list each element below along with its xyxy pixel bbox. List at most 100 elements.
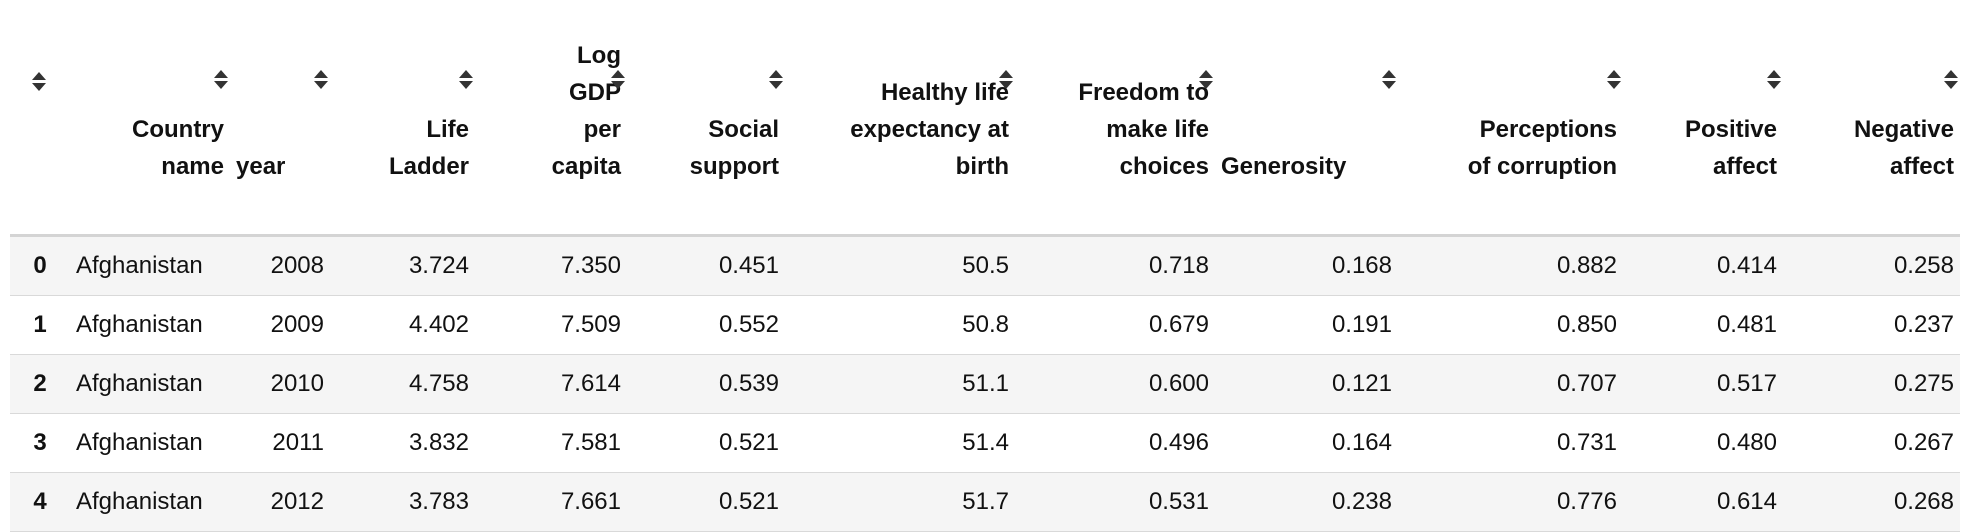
log-gdp-cell: 7.661 (475, 472, 627, 532)
column-header-label: Life Ladder (388, 116, 469, 180)
social-support-cell: 0.521 (627, 413, 785, 473)
sort-icon[interactable] (314, 70, 328, 92)
corruption-cell: 0.707 (1398, 354, 1623, 414)
negative-affect-cell: 0.258 (1783, 235, 1960, 296)
social-support-cell: 0.521 (627, 472, 785, 532)
positive-affect-cell: 0.517 (1623, 354, 1783, 414)
freedom-cell: 0.679 (1015, 295, 1215, 355)
freedom-cell: 0.600 (1015, 354, 1215, 414)
column-header-label: Positive affect (1684, 116, 1777, 180)
data-table: Country name year Life Ladder Log GDP pe… (10, 0, 1960, 532)
generosity-cell: 0.238 (1215, 472, 1398, 532)
row-index: 2 (10, 354, 70, 414)
negative-affect-cell: 0.267 (1783, 413, 1960, 473)
life-expectancy-cell: 50.8 (785, 295, 1015, 355)
column-header-corruption[interactable]: Perceptions of corruption (1398, 0, 1623, 237)
social-support-cell: 0.539 (627, 354, 785, 414)
column-header-label: Perceptions of corruption (1467, 116, 1617, 180)
country-cell: Afghanistan (70, 413, 230, 473)
column-header-label: Log GDP per capita (551, 42, 621, 180)
social-support-cell: 0.552 (627, 295, 785, 355)
sort-icon[interactable] (1382, 70, 1396, 92)
column-header-country[interactable]: Country name (70, 0, 230, 237)
freedom-cell: 0.531 (1015, 472, 1215, 532)
positive-affect-cell: 0.480 (1623, 413, 1783, 473)
row-index: 0 (10, 235, 70, 296)
log-gdp-cell: 7.509 (475, 295, 627, 355)
life-expectancy-cell: 51.7 (785, 472, 1015, 532)
column-header-log-gdp[interactable]: Log GDP per capita (475, 0, 627, 237)
log-gdp-cell: 7.350 (475, 235, 627, 296)
table-row: 3 Afghanistan 2011 3.832 7.581 0.521 51.4 0.496… (10, 413, 1960, 473)
sort-icon[interactable] (32, 72, 46, 94)
year-cell: 2011 (230, 413, 330, 473)
life-ladder-cell: 3.783 (330, 472, 475, 532)
generosity-cell: 0.164 (1215, 413, 1398, 473)
column-header-social-support[interactable]: Social support (627, 0, 785, 237)
negative-affect-cell: 0.237 (1783, 295, 1960, 355)
life-ladder-cell: 4.402 (330, 295, 475, 355)
sort-icon[interactable] (611, 70, 625, 92)
sort-icon[interactable] (1199, 70, 1213, 92)
freedom-cell: 0.496 (1015, 413, 1215, 473)
positive-affect-cell: 0.614 (1623, 472, 1783, 532)
life-ladder-cell: 3.832 (330, 413, 475, 473)
generosity-cell: 0.168 (1215, 235, 1398, 296)
sort-icon[interactable] (459, 70, 473, 92)
country-cell: Afghanistan (70, 295, 230, 355)
column-header-negative-affect[interactable]: Negative affect (1783, 0, 1960, 237)
column-header-label: Social support (689, 116, 779, 180)
life-expectancy-cell: 51.4 (785, 413, 1015, 473)
column-header-label: Country name (132, 116, 224, 180)
country-cell: Afghanistan (70, 354, 230, 414)
corruption-cell: 0.731 (1398, 413, 1623, 473)
column-header-label: Negative affect (1853, 116, 1954, 180)
social-support-cell: 0.451 (627, 235, 785, 296)
year-cell: 2009 (230, 295, 330, 355)
column-header-life-expectancy[interactable]: Healthy life expectancy at birth (785, 0, 1015, 237)
sort-icon[interactable] (999, 70, 1013, 92)
table-row: 1 Afghanistan 2009 4.402 7.509 0.552 50.8 0.679… (10, 295, 1960, 355)
table-row: 2 Afghanistan 2010 4.758 7.614 0.539 51.1 0.600… (10, 354, 1960, 414)
country-cell: Afghanistan (70, 235, 230, 296)
corruption-cell: 0.882 (1398, 235, 1623, 296)
positive-affect-cell: 0.481 (1623, 295, 1783, 355)
table-row: 0 Afghanistan 2008 3.724 7.350 0.451 50.5 0.718… (10, 235, 1960, 296)
year-cell: 2012 (230, 472, 330, 532)
header-row: Country name year Life Ladder Log GDP pe… (10, 0, 1960, 237)
column-header-label: Freedom to make life choices (1078, 79, 1209, 180)
column-header-freedom[interactable]: Freedom to make life choices (1015, 0, 1215, 237)
column-header-generosity[interactable]: Generosity (1215, 0, 1398, 237)
year-cell: 2010 (230, 354, 330, 414)
life-expectancy-cell: 50.5 (785, 235, 1015, 296)
sort-icon[interactable] (1607, 70, 1621, 92)
column-header-year[interactable]: year (230, 0, 330, 237)
life-expectancy-cell: 51.1 (785, 354, 1015, 414)
column-header-life-ladder[interactable]: Life Ladder (330, 0, 475, 237)
row-index: 3 (10, 413, 70, 473)
log-gdp-cell: 7.614 (475, 354, 627, 414)
sort-icon[interactable] (769, 70, 783, 92)
country-cell: Afghanistan (70, 472, 230, 532)
column-header-label: Healthy life expectancy at birth (850, 79, 1009, 180)
sort-icon[interactable] (214, 70, 228, 92)
freedom-cell: 0.718 (1015, 235, 1215, 296)
corruption-cell: 0.850 (1398, 295, 1623, 355)
negative-affect-cell: 0.275 (1783, 354, 1960, 414)
corruption-cell: 0.776 (1398, 472, 1623, 532)
column-header-index[interactable] (10, 0, 70, 237)
data-table-container: Country name year Life Ladder Log GDP pe… (10, 0, 1960, 532)
generosity-cell: 0.121 (1215, 354, 1398, 414)
sort-icon[interactable] (1767, 70, 1781, 92)
sort-icon[interactable] (1944, 70, 1958, 92)
year-cell: 2008 (230, 235, 330, 296)
positive-affect-cell: 0.414 (1623, 235, 1783, 296)
table-body: 0 Afghanistan 2008 3.724 7.350 0.451 50.5 0.718… (10, 235, 1960, 532)
column-header-label: year (236, 153, 286, 180)
log-gdp-cell: 7.581 (475, 413, 627, 473)
column-header-positive-affect[interactable]: Positive affect (1623, 0, 1783, 237)
table-row: 4 Afghanistan 2012 3.783 7.661 0.521 51.7 0.531… (10, 472, 1960, 532)
negative-affect-cell: 0.268 (1783, 472, 1960, 532)
life-ladder-cell: 4.758 (330, 354, 475, 414)
generosity-cell: 0.191 (1215, 295, 1398, 355)
